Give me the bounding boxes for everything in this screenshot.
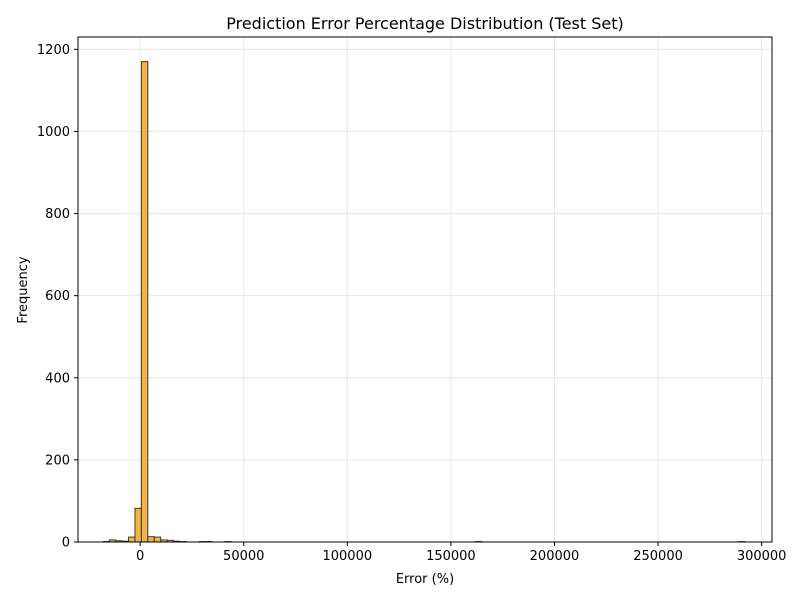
x-tick-label: 0 xyxy=(136,549,144,564)
chart-title: Prediction Error Percentage Distribution… xyxy=(226,14,624,33)
histogram-bar xyxy=(134,507,142,543)
y-tick-label: 200 xyxy=(45,453,70,468)
y-tick-label: 1200 xyxy=(37,43,70,58)
y-tick-label: 0 xyxy=(62,536,70,551)
x-tick-label: 300000 xyxy=(737,549,787,564)
y-tick-label: 400 xyxy=(45,371,70,386)
y-axis-label: Frequency xyxy=(16,256,31,323)
grid xyxy=(78,37,772,543)
histogram-bar xyxy=(128,536,136,543)
y-tick-label: 800 xyxy=(45,207,70,222)
x-axis-ticks: 0 50000 100000 150000 200000 250000 300000 xyxy=(136,542,786,564)
x-tick-label: 150000 xyxy=(426,549,476,564)
histogram-bar xyxy=(140,61,149,543)
y-tick-label: 1000 xyxy=(37,125,70,140)
y-tick-label: 600 xyxy=(45,289,70,304)
x-tick-label: 50000 xyxy=(223,549,264,564)
x-tick-label: 250000 xyxy=(633,549,683,564)
y-axis-ticks: 0 200 400 600 800 1000 1200 xyxy=(37,43,78,551)
x-tick-label: 200000 xyxy=(530,549,580,564)
histogram-bar xyxy=(153,536,162,543)
histogram-bar xyxy=(147,536,155,543)
x-tick-label: 100000 xyxy=(322,549,372,564)
x-axis-label: Error (%) xyxy=(396,572,454,587)
bars xyxy=(102,61,746,543)
plot-frame xyxy=(77,36,773,543)
